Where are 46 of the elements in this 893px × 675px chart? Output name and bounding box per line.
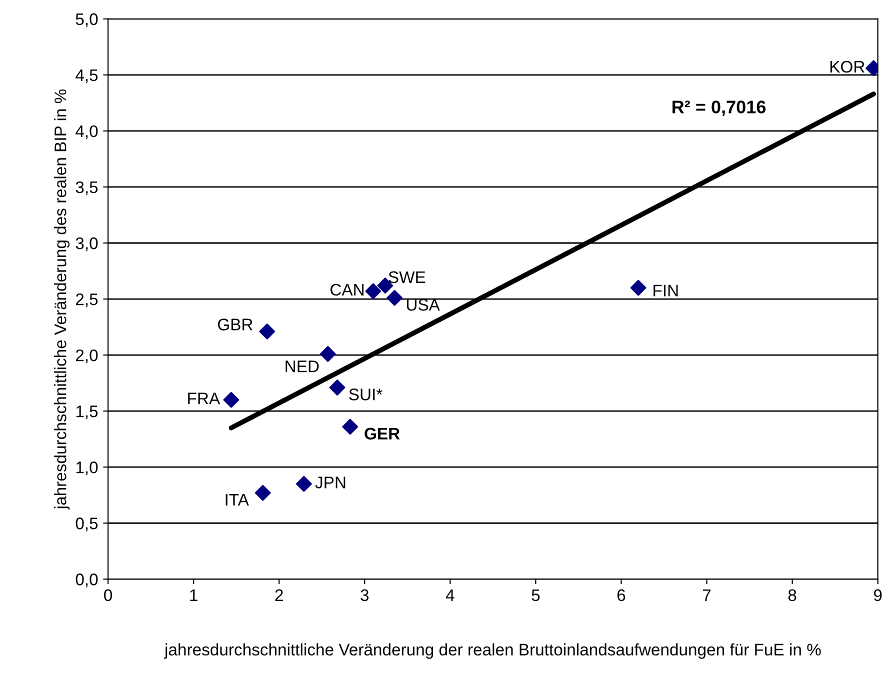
point (630, 280, 646, 296)
point (365, 283, 382, 300)
point (329, 380, 346, 396)
x-tick-label: 7 (702, 589, 711, 601)
x-tick-label: 1 (190, 589, 198, 601)
x-tick-label: 5 (532, 589, 540, 602)
y-tick-label: 5,0 (76, 13, 98, 28)
y-tick-label: 4,0 (76, 125, 98, 140)
data-label: GBR (218, 318, 252, 330)
data-label: NED (286, 360, 319, 372)
y-tick-label: 3,0 (76, 237, 98, 252)
y-tick-label: 2,0 (76, 349, 98, 364)
data-label: SUI* (349, 388, 382, 400)
data-label: JPN (315, 476, 346, 488)
x-tick-label: 0 (104, 589, 112, 602)
x-tick-label: 8 (788, 589, 796, 602)
data-label: KOR (830, 60, 864, 73)
x-tick-label: 4 (446, 589, 454, 601)
y-tick-label: 0,0 (76, 574, 98, 588)
data-label: SWE (388, 271, 426, 284)
point (259, 324, 276, 340)
point (254, 484, 271, 501)
y-tick-label: 2,5 (76, 293, 98, 308)
point (342, 418, 358, 435)
point (320, 346, 336, 362)
point (386, 290, 403, 306)
data-label: USA (406, 298, 440, 311)
data-label: FRA (188, 392, 220, 404)
data-label: GER (364, 428, 400, 440)
y-tick-label: 1,5 (76, 406, 98, 420)
data-label: FIN (654, 284, 678, 296)
x-axis-title: jahresdurchschnittliche Veränderung der realen Bruttoinlandsaufwendungen für FuE in % (164, 643, 821, 659)
y-tick-label: 4,5 (76, 70, 98, 84)
point (296, 476, 312, 492)
x-tick-label: 2 (275, 589, 283, 601)
data-label: ITA (226, 494, 249, 506)
point (223, 392, 240, 408)
x-tick-label: 9 (874, 589, 882, 602)
x-tick-label: 3 (360, 589, 369, 602)
data-label: CAN (330, 284, 364, 296)
y-tick-label: 0,5 (76, 518, 98, 532)
y-axis-title: jahresdurchschnittliche Veränderung des realen BIP in % (54, 89, 70, 510)
y-tick-label: 3,5 (76, 181, 98, 196)
y-tick-label: 1,0 (76, 462, 98, 476)
x-tick-label: 6 (617, 589, 626, 602)
annotation: R² = 0,7016 (672, 100, 766, 116)
